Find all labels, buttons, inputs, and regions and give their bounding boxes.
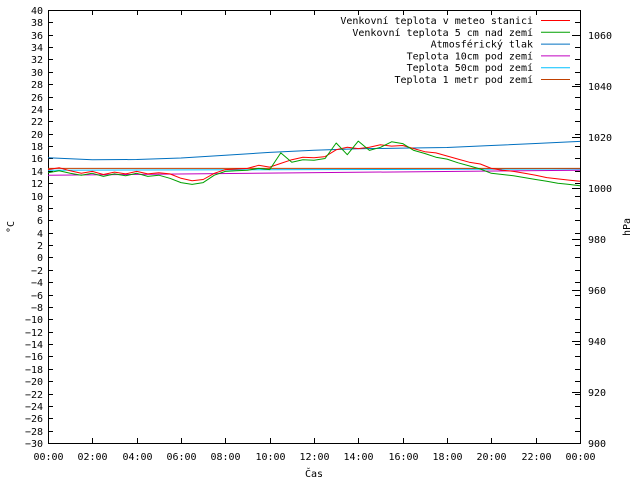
y-tick-label: 6 <box>37 216 43 227</box>
x-tick-label: 12:00 <box>299 452 329 463</box>
x-axis-label: Čas <box>305 467 323 480</box>
series-line-5 <box>47 168 581 171</box>
y2-tick-label: 900 <box>588 439 606 450</box>
x-tick-label: 18:00 <box>432 452 462 463</box>
y2-tick-label: 980 <box>588 235 606 246</box>
y-tick-label: −30 <box>25 439 43 450</box>
y2-tick-label: 1040 <box>588 82 612 93</box>
y-tick-label: −4 <box>31 278 43 289</box>
x-tick-label: 00:00 <box>33 452 63 463</box>
legend-label: Teplota 10cm pod zemí <box>407 50 533 62</box>
y-tick-label: −26 <box>25 414 43 425</box>
x-tick-label: 00:00 <box>565 452 595 463</box>
y-tick-label: 30 <box>31 68 43 79</box>
y-tick-label: 40 <box>31 6 43 17</box>
y2-tick-label: 1020 <box>588 133 612 144</box>
x-tick-label: 02:00 <box>77 452 107 463</box>
y2-tick-label: 940 <box>588 337 606 348</box>
y-tick-label: 4 <box>37 229 43 240</box>
y-tick-label: −18 <box>25 365 43 376</box>
y2-tick-label: 960 <box>588 286 606 297</box>
legend-label: Venkovní teplota 5 cm nad zemí <box>352 27 533 39</box>
legend-label: Teplota 50cm pod zemí <box>407 62 533 74</box>
y-tick-label: −2 <box>31 266 43 277</box>
y-tick-label: −14 <box>25 340 43 351</box>
y-tick-label: 26 <box>31 93 43 104</box>
legend-label: Venkovní teplota v meteo stanici <box>340 15 533 27</box>
x-tick-label: 20:00 <box>476 452 506 463</box>
y-tick-label: 14 <box>31 167 43 178</box>
legend-label: Atmosférický tlak <box>431 39 533 51</box>
y2-axis-label: hPa <box>622 218 633 236</box>
y2-tick-label: 1000 <box>588 184 612 195</box>
y-tick-label: 28 <box>31 80 43 91</box>
y-tick-label: 32 <box>31 55 43 66</box>
y-tick-label: −16 <box>25 352 43 363</box>
y-tick-label: 10 <box>31 192 43 203</box>
series-line-3 <box>47 140 581 161</box>
y-tick-label: −24 <box>25 402 43 413</box>
y-axis-label: °C <box>6 221 17 233</box>
y-tick-label: 34 <box>31 43 43 54</box>
y-tick-label: 0 <box>37 253 43 264</box>
y-tick-label: 16 <box>31 154 43 165</box>
y-tick-label: −12 <box>25 328 43 339</box>
legend-label: Teplota 1 metr pod zemí <box>395 74 533 86</box>
y-tick-label: 22 <box>31 117 43 128</box>
y-tick-label: −6 <box>31 291 43 302</box>
y-tick-label: 36 <box>31 31 43 42</box>
ticks-layer: 4038363432302826242220181614121086420−2−… <box>25 6 612 463</box>
y-tick-label: −8 <box>31 303 43 314</box>
y-tick-label: −10 <box>25 315 43 326</box>
y-tick-label: 2 <box>37 241 43 252</box>
series-line-2 <box>47 140 581 187</box>
y-tick-label: 38 <box>31 18 43 29</box>
y-tick-label: −20 <box>25 377 43 388</box>
y-tick-label: 12 <box>31 179 43 190</box>
x-tick-label: 10:00 <box>255 452 285 463</box>
x-tick-label: 08:00 <box>210 452 240 463</box>
y2-tick-label: 1060 <box>588 31 612 42</box>
y2-tick-label: 920 <box>588 388 606 399</box>
series-line-4 <box>47 169 581 176</box>
y-tick-label: 20 <box>31 130 43 141</box>
x-tick-label: 14:00 <box>343 452 373 463</box>
y-tick-label: 24 <box>31 105 43 116</box>
legend: Venkovní teplota v meteo staniciVenkovní… <box>340 15 570 86</box>
x-tick-label: 16:00 <box>388 452 418 463</box>
series-line-1 <box>47 144 581 182</box>
x-tick-label: 22:00 <box>521 452 551 463</box>
x-tick-label: 06:00 <box>166 452 196 463</box>
y-tick-label: 8 <box>37 204 43 215</box>
series-layer <box>47 140 581 187</box>
x-tick-label: 04:00 <box>122 452 152 463</box>
y-tick-label: −22 <box>25 390 43 401</box>
y-tick-label: 18 <box>31 142 43 153</box>
y-tick-label: −28 <box>25 427 43 438</box>
